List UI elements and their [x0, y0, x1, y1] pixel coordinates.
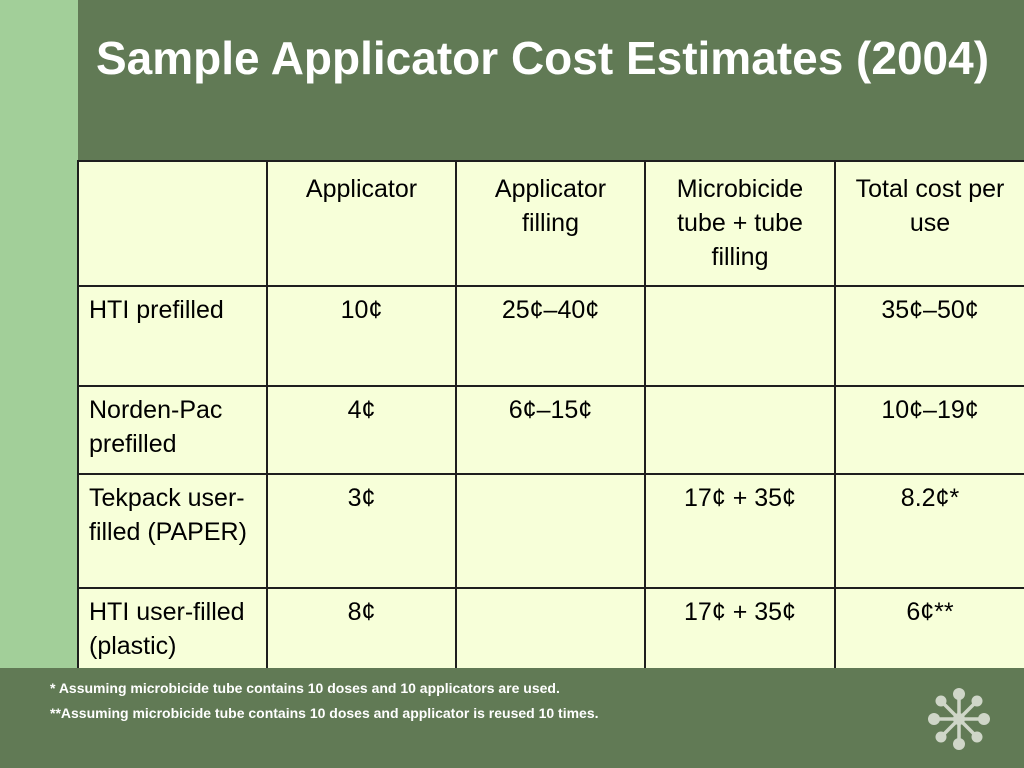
cost-table: Applicator Applicator filling Microbicid…	[77, 160, 1024, 673]
applicator-cell: 4¢	[266, 385, 457, 475]
cost-table-container: Applicator Applicator filling Microbicid…	[77, 160, 1024, 673]
microbicide-tube-cell	[644, 385, 836, 475]
footnotes: * Assuming microbicide tube contains 10 …	[50, 676, 910, 726]
applicator-filling-cell	[455, 587, 646, 673]
row-label-cell: HTI user-filled (plastic)	[77, 587, 268, 673]
flower-logo-icon	[928, 688, 990, 750]
microbicide-tube-cell: 17¢ + 35¢	[644, 587, 836, 673]
footnote-1: * Assuming microbicide tube contains 10 …	[50, 680, 560, 696]
header-cell-microbicide-tube: Microbicide tube + tube filling	[644, 160, 836, 287]
row-label-cell: Norden-Pac prefilled	[77, 385, 268, 475]
applicator-cell: 10¢	[266, 285, 457, 387]
table-row: Tekpack user-filled (PAPER) 3¢ 17¢ + 35¢…	[77, 473, 1024, 589]
applicator-filling-cell: 25¢–40¢	[455, 285, 646, 387]
header-cell-applicator: Applicator	[266, 160, 457, 287]
header-cell-total-cost: Total cost per use	[834, 160, 1024, 287]
row-label-cell: HTI prefilled	[77, 285, 268, 387]
left-accent-strip	[0, 0, 78, 668]
table-row: Norden-Pac prefilled 4¢ 6¢–15¢ 10¢–19¢	[77, 385, 1024, 475]
total-cost-cell: 10¢–19¢	[834, 385, 1024, 475]
header-cell-empty	[77, 160, 268, 287]
footer-band	[0, 668, 1024, 768]
table-row: HTI prefilled 10¢ 25¢–40¢ 35¢–50¢	[77, 285, 1024, 387]
total-cost-cell: 35¢–50¢	[834, 285, 1024, 387]
total-cost-cell: 8.2¢*	[834, 473, 1024, 589]
microbicide-tube-cell	[644, 285, 836, 387]
applicator-filling-cell	[455, 473, 646, 589]
microbicide-tube-cell: 17¢ + 35¢	[644, 473, 836, 589]
total-cost-cell: 6¢**	[834, 587, 1024, 673]
applicator-cell: 3¢	[266, 473, 457, 589]
table-header-row: Applicator Applicator filling Microbicid…	[77, 160, 1024, 287]
footnote-2: **Assuming microbicide tube contains 10 …	[50, 705, 599, 721]
applicator-filling-cell: 6¢–15¢	[455, 385, 646, 475]
header-cell-applicator-filling: Applicator filling	[455, 160, 646, 287]
slide-title: Sample Applicator Cost Estimates (2004)	[96, 32, 990, 84]
table-row: HTI user-filled (plastic) 8¢ 17¢ + 35¢ 6…	[77, 587, 1024, 673]
applicator-cell: 8¢	[266, 587, 457, 673]
row-label-cell: Tekpack user-filled (PAPER)	[77, 473, 268, 589]
